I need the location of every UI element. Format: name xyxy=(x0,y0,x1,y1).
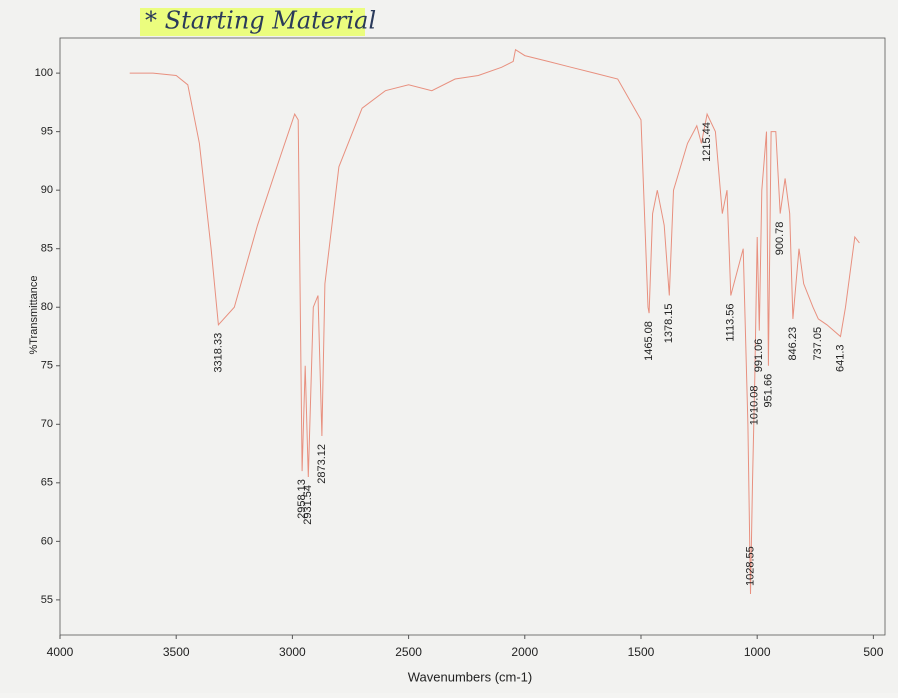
y-tick-label: 100 xyxy=(35,67,53,79)
peak-label: 1215.44 xyxy=(701,122,713,162)
x-tick-label: 1500 xyxy=(628,645,655,659)
peak-label: 991.06 xyxy=(753,339,765,373)
y-tick-label: 85 xyxy=(41,243,53,255)
peak-label: 1010.08 xyxy=(749,386,761,426)
peak-label: 3318.33 xyxy=(212,333,224,373)
peak-label: 1113.56 xyxy=(725,304,737,342)
peak-label: 2931.54 xyxy=(302,485,314,525)
peak-label: 737.05 xyxy=(812,327,824,361)
peak-label: 2873.12 xyxy=(316,444,328,484)
peak-label: 641.3 xyxy=(834,345,846,373)
y-tick-label: 55 xyxy=(41,594,53,606)
x-axis-label: Wavenumbers (cm-1) xyxy=(408,669,532,684)
x-tick-label: 4000 xyxy=(47,645,74,659)
peak-label: 900.78 xyxy=(774,222,786,256)
peak-label: 846.23 xyxy=(787,327,799,361)
y-tick-label: 70 xyxy=(41,418,53,430)
x-tick-label: 2000 xyxy=(511,645,538,659)
annotation: * Starting Material xyxy=(145,7,376,35)
x-tick-label: 1000 xyxy=(744,645,771,659)
peak-label: 1465.08 xyxy=(643,321,655,361)
x-tick-label: 3000 xyxy=(279,645,306,659)
y-tick-label: 95 xyxy=(41,126,53,138)
peak-label: 1028.55 xyxy=(744,546,756,586)
x-tick-label: 3500 xyxy=(163,645,190,659)
peak-label: 2958.13 xyxy=(296,479,308,519)
y-tick-label: 75 xyxy=(41,360,53,372)
y-tick-label: 80 xyxy=(41,301,53,313)
plot-frame xyxy=(59,37,886,636)
highlight xyxy=(140,8,365,36)
spectrum-line xyxy=(129,48,860,595)
y-tick-label: 60 xyxy=(41,535,53,547)
y-tick-label: 90 xyxy=(41,184,53,196)
x-tick-label: 500 xyxy=(863,645,883,659)
peak-label: 951.66 xyxy=(762,374,774,408)
y-tick-label: 65 xyxy=(41,477,53,489)
y-axis-label: %Transmittance xyxy=(28,275,40,354)
x-tick-label: 2500 xyxy=(395,645,422,659)
peak-label: 1378.15 xyxy=(663,304,675,344)
